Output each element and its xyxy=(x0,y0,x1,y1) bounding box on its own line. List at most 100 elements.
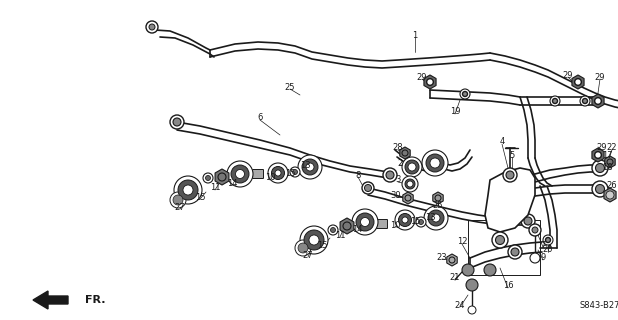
Circle shape xyxy=(580,96,590,106)
Polygon shape xyxy=(403,192,413,204)
Circle shape xyxy=(422,150,448,176)
Text: 30: 30 xyxy=(391,190,401,199)
Circle shape xyxy=(503,168,517,182)
Circle shape xyxy=(227,161,253,187)
Circle shape xyxy=(596,185,604,194)
Circle shape xyxy=(418,220,423,225)
Text: 29: 29 xyxy=(597,143,607,153)
Text: 23: 23 xyxy=(437,252,447,261)
Circle shape xyxy=(430,158,440,168)
Text: 24: 24 xyxy=(455,300,465,309)
Text: 14: 14 xyxy=(227,179,237,188)
Text: 4: 4 xyxy=(499,138,505,147)
Circle shape xyxy=(449,257,455,263)
Circle shape xyxy=(331,228,336,233)
Text: 29: 29 xyxy=(563,70,574,79)
Text: 13: 13 xyxy=(425,213,435,222)
Circle shape xyxy=(206,175,211,180)
Text: 11: 11 xyxy=(335,230,345,239)
Polygon shape xyxy=(604,188,616,202)
Circle shape xyxy=(432,214,440,222)
Circle shape xyxy=(146,21,158,33)
Circle shape xyxy=(462,264,474,276)
Circle shape xyxy=(402,150,408,156)
Circle shape xyxy=(550,96,560,106)
Circle shape xyxy=(298,243,308,253)
Circle shape xyxy=(552,99,557,103)
Text: 20: 20 xyxy=(543,245,553,254)
Circle shape xyxy=(575,79,581,85)
Circle shape xyxy=(395,210,415,230)
Circle shape xyxy=(595,151,601,158)
Circle shape xyxy=(607,159,613,165)
Text: 15: 15 xyxy=(317,241,328,250)
Text: 27: 27 xyxy=(303,251,313,260)
Circle shape xyxy=(295,240,311,256)
Circle shape xyxy=(362,182,374,194)
Circle shape xyxy=(235,170,245,179)
Circle shape xyxy=(173,118,181,126)
Text: 5: 5 xyxy=(509,150,515,159)
Polygon shape xyxy=(340,218,354,234)
Circle shape xyxy=(218,173,226,181)
Circle shape xyxy=(532,227,538,233)
Circle shape xyxy=(592,181,608,197)
Circle shape xyxy=(174,176,202,204)
Text: 13: 13 xyxy=(300,161,310,170)
Circle shape xyxy=(402,176,418,192)
Polygon shape xyxy=(447,254,457,266)
Polygon shape xyxy=(592,94,604,108)
Polygon shape xyxy=(433,192,443,204)
Circle shape xyxy=(416,217,426,227)
Circle shape xyxy=(508,245,522,259)
Text: 16: 16 xyxy=(502,282,514,291)
Circle shape xyxy=(426,154,444,172)
Circle shape xyxy=(306,163,314,171)
Circle shape xyxy=(543,235,553,245)
Text: 18: 18 xyxy=(602,164,612,172)
Text: 29: 29 xyxy=(595,73,605,82)
Circle shape xyxy=(309,235,319,245)
Text: 25: 25 xyxy=(285,83,295,92)
Circle shape xyxy=(302,159,318,175)
Circle shape xyxy=(521,214,535,228)
Circle shape xyxy=(360,218,370,227)
Polygon shape xyxy=(485,168,535,232)
Text: 15: 15 xyxy=(285,169,295,178)
Circle shape xyxy=(435,195,441,201)
Circle shape xyxy=(492,232,508,248)
Polygon shape xyxy=(424,75,436,89)
Circle shape xyxy=(595,98,601,105)
Circle shape xyxy=(484,264,496,276)
Circle shape xyxy=(606,191,614,199)
Text: 3: 3 xyxy=(396,175,400,185)
Circle shape xyxy=(402,217,408,223)
Circle shape xyxy=(428,210,444,226)
Circle shape xyxy=(468,306,476,314)
Text: 11: 11 xyxy=(210,183,220,193)
Text: 26: 26 xyxy=(607,180,617,189)
Circle shape xyxy=(546,237,551,243)
Circle shape xyxy=(530,253,540,263)
Circle shape xyxy=(595,152,601,158)
Text: 9: 9 xyxy=(540,253,546,262)
Text: 27: 27 xyxy=(175,203,185,212)
Text: 17: 17 xyxy=(602,150,612,159)
Circle shape xyxy=(592,160,608,176)
Circle shape xyxy=(356,213,374,231)
Circle shape xyxy=(407,181,413,187)
Text: 7: 7 xyxy=(540,241,546,250)
Polygon shape xyxy=(605,156,615,168)
Circle shape xyxy=(271,166,284,180)
Text: 10: 10 xyxy=(265,173,275,182)
Circle shape xyxy=(460,89,470,99)
Circle shape xyxy=(529,224,541,236)
Text: S843-B2710: S843-B2710 xyxy=(580,300,618,309)
Circle shape xyxy=(405,195,411,201)
Circle shape xyxy=(149,24,155,30)
FancyArrow shape xyxy=(33,291,68,309)
Circle shape xyxy=(173,195,183,205)
Polygon shape xyxy=(572,75,584,89)
Circle shape xyxy=(426,78,433,85)
Text: 19: 19 xyxy=(450,108,460,116)
